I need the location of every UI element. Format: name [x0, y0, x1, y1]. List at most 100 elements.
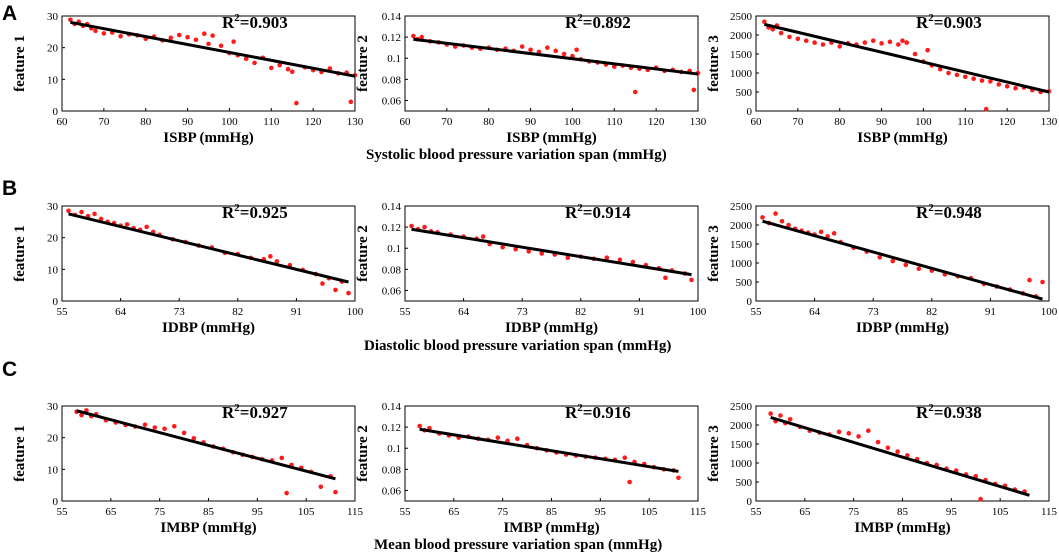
data-point: [691, 87, 697, 93]
x-tick-label: 55: [400, 506, 412, 518]
x-tick-label: 115: [690, 506, 707, 518]
y-tick-label: 30: [47, 401, 59, 413]
subplot-4: 55 64 73 82 91 100 0 10 20 30 IDBP (mmHg) feature 1…: [12, 201, 364, 336]
data-point: [954, 72, 960, 78]
data-point: [252, 60, 257, 66]
x-tick-label: 115: [347, 506, 364, 518]
y-tick-label: 2500: [730, 11, 753, 23]
subplot-8: 55 65 75 85 95 105 115 0.06 0.08 0.1 0.12 0.14 IMBP …: [355, 401, 707, 536]
x-tick-label: 100: [1041, 306, 1058, 318]
data-point: [795, 36, 801, 42]
x-tick-label: 110: [957, 116, 974, 128]
data-point: [513, 246, 518, 252]
x-tick-label: 65: [448, 506, 460, 518]
y-tick-label: 0: [53, 106, 59, 118]
x-tick-label: 91: [985, 306, 996, 318]
r-squared-label: R2=0.903: [916, 12, 982, 32]
x-axis-label: IMBP (mmHg): [503, 520, 599, 536]
caption-diastolic: Diastolic blood pressure variation span …: [364, 338, 672, 354]
data-point: [348, 99, 354, 105]
x-axis-label: ISBP (mmHg): [506, 130, 596, 146]
y-axis-label: feature 1: [12, 35, 28, 92]
y-tick-label: 0: [747, 496, 753, 508]
x-tick-label: 91: [291, 306, 302, 318]
data-point: [92, 211, 97, 217]
plot-frame: [61, 205, 356, 302]
x-tick-label: 75: [154, 506, 166, 518]
x-tick-label: 90: [876, 116, 888, 128]
y-tick-label: 0: [53, 296, 59, 308]
fit-line: [770, 415, 1030, 497]
data-point: [101, 31, 107, 36]
y-axis-label: feature 2: [355, 425, 371, 482]
data-point: [1004, 84, 1010, 89]
x-tick-label: 110: [606, 116, 623, 128]
data-point: [294, 100, 299, 106]
data-point: [320, 281, 325, 286]
y-tick-label: 0: [53, 496, 59, 508]
data-point: [191, 436, 197, 441]
x-tick-label: 70: [792, 116, 804, 128]
x-tick-label: 130: [1041, 116, 1058, 128]
x-tick-label: 82: [575, 306, 586, 318]
fit-line: [76, 409, 336, 481]
data-point: [66, 208, 71, 214]
x-tick-label: 95: [252, 506, 264, 518]
x-tick-label: 60: [57, 116, 69, 128]
y-tick-label: 0.1: [387, 443, 401, 455]
x-tick-label: 110: [263, 116, 280, 128]
y-tick-label: 0.06: [382, 285, 402, 297]
data-point: [879, 41, 884, 46]
x-tick-label: 75: [497, 506, 509, 518]
y-axis-label: feature 3: [706, 425, 722, 482]
plot-frame: [404, 15, 699, 112]
y-tick-label: 0.08: [382, 74, 402, 86]
x-tick-label: 100: [347, 306, 364, 318]
data-point: [409, 223, 414, 229]
data-point: [856, 434, 861, 439]
plot-frame: [61, 15, 356, 112]
x-tick-label: 120: [305, 116, 322, 128]
data-point: [870, 38, 876, 43]
y-tick-label: 500: [736, 277, 753, 289]
data-point: [333, 287, 338, 293]
x-tick-label: 95: [595, 506, 607, 518]
y-axis-label: feature 2: [355, 225, 371, 282]
data-point: [210, 33, 215, 38]
data-point: [539, 251, 545, 256]
data-point: [193, 37, 199, 43]
data-point: [895, 449, 900, 454]
data-point: [124, 222, 130, 227]
x-tick-label: 55: [57, 506, 69, 518]
fit-line: [70, 20, 356, 78]
data-point: [142, 422, 148, 427]
data-point: [890, 258, 896, 264]
y-tick-label: 0.12: [382, 422, 401, 434]
y-tick-label: 0.08: [382, 264, 402, 276]
fit-line: [764, 22, 1050, 94]
fit-line: [762, 219, 1043, 301]
data-point: [627, 479, 632, 485]
data-point: [786, 222, 791, 228]
data-point: [318, 484, 324, 490]
y-tick-label: 0.14: [382, 401, 402, 413]
data-point: [68, 17, 73, 23]
r-squared-label: R2=0.927: [222, 402, 288, 422]
x-tick-label: 65: [105, 506, 117, 518]
y-tick-label: 2500: [730, 401, 753, 413]
x-axis-label: ISBP (mmHg): [857, 130, 947, 146]
data-point: [268, 254, 273, 259]
x-tick-label: 90: [525, 116, 537, 128]
x-axis-label: ISBP (mmHg): [163, 130, 253, 146]
x-tick-label: 73: [517, 306, 529, 318]
x-tick-label: 105: [641, 506, 658, 518]
y-tick-label: 1000: [730, 258, 753, 270]
x-tick-label: 85: [203, 506, 215, 518]
data-point: [925, 47, 930, 53]
y-tick-label: 10: [47, 74, 59, 86]
fit-line: [411, 227, 692, 277]
plot-frame: [755, 15, 1050, 112]
data-point: [787, 34, 792, 40]
data-point: [545, 45, 550, 50]
